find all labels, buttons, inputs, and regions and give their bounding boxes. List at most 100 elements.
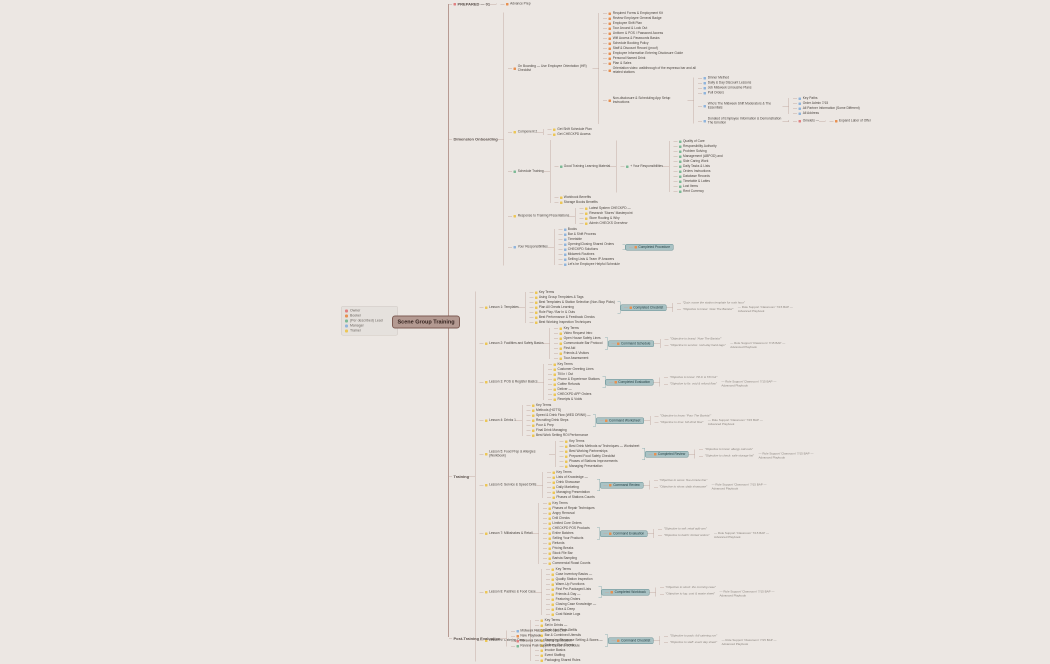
item-job-midweek-limousine-plans[interactable]: Job Midweek Limousine Plans bbox=[698, 86, 751, 90]
item-tour-around-lock-out[interactable]: Tour Around & Lock Out bbox=[603, 27, 647, 31]
item-key-terms[interactable]: Key Terms bbox=[543, 502, 568, 506]
item-uniform-pos-password-access[interactable]: Uniform & POS / Password Access bbox=[603, 32, 663, 36]
item-invoice-basics[interactable]: Invoice Basics bbox=[535, 649, 565, 653]
lesson-lesson-2-facilities-and-safety-basics[interactable]: Lesson 2: Facilities and Safety Basics bbox=[480, 342, 544, 346]
item-expand-labor-of-offer[interactable]: Expand Labor of Offer bbox=[829, 119, 871, 123]
item-store-routing-why[interactable]: Store Routing & Why bbox=[580, 217, 620, 221]
lesson-lesson-4-drinks-1[interactable]: Lesson 4: Drinks 1 bbox=[480, 419, 516, 423]
item-quality-of-care[interactable]: Quality of Care bbox=[673, 140, 705, 144]
item-warm-up-functions[interactable]: Warm-Up Functions bbox=[546, 583, 584, 587]
item-research-stores-masterpoint[interactable]: Research 'Stores' Masterpoint bbox=[580, 212, 633, 216]
item-selling-lists-team-ip-answers[interactable]: Selling Lists & Team IP Answers bbox=[558, 258, 614, 262]
item-phone-experience-stations[interactable]: Phone & Experience Stations bbox=[548, 378, 600, 382]
item-entire-batches[interactable]: Entire Batches bbox=[543, 532, 574, 536]
item-opening-closing-shared-orders[interactable]: Opening/Closing Shared Orders bbox=[558, 243, 614, 247]
teal-command-checklist[interactable]: Command Checklist bbox=[608, 637, 654, 644]
quote-objective-to-know-allergy-call-outs[interactable]: "Objective to know: allergy call-outs" bbox=[699, 448, 753, 452]
item-schedule-booking-policy[interactable]: Schedule Booking Policy bbox=[603, 42, 649, 46]
quote-objective-to-fix-void-refund-flow[interactable]: "Objective to fix: void & refund flow" — … bbox=[664, 381, 786, 389]
item-lost-items[interactable]: Lost Items bbox=[673, 185, 698, 189]
item-all-address[interactable]: All Address bbox=[793, 112, 819, 116]
quote-objective-to-log-cost-waste-sheet[interactable]: "Objective to log: cost & waste sheet" — … bbox=[660, 591, 785, 599]
item-commercial-roast-counts[interactable]: Commercial Roast Counts bbox=[543, 562, 590, 566]
item-required-forms-employment-kit[interactable]: Required Forms & Employment Kit bbox=[603, 12, 663, 16]
item-key-paths[interactable]: Key Paths bbox=[793, 97, 818, 101]
item-drill-checks[interactable]: Drill Checks bbox=[543, 517, 570, 521]
item-customer-greeting-lines[interactable]: Customer Greeting Lines bbox=[548, 368, 594, 372]
quote-objective-to-staff-event-day-sheet[interactable]: "Objective to staff: event day sheet" — R… bbox=[664, 639, 786, 647]
item-management-abpod-and[interactable]: Management (ABPOD) and bbox=[673, 155, 723, 159]
node-schedule-training[interactable]: Schedule Training bbox=[508, 170, 544, 174]
item-personal-drink-menu-certification[interactable]: Personal Drink & Menu Certification bbox=[511, 639, 572, 643]
item-key-terms[interactable]: Key Terms bbox=[560, 440, 584, 444]
item-quality-station-inspection[interactable]: Quality Station Inspection bbox=[546, 578, 593, 582]
item-recruiting-drink-steps[interactable]: Recruiting Drink Steps bbox=[526, 419, 568, 423]
item-bar-combined-utensils[interactable]: Bar & Combined Utensils bbox=[535, 634, 581, 638]
item-event-staffing[interactable]: Event Staffing bbox=[535, 654, 565, 658]
quote-objective-to-sell-retail-add-ons[interactable]: "Objective to sell: retail add-ons" bbox=[658, 527, 707, 531]
branch-prepared-01[interactable]: PREPARED — 01 bbox=[449, 2, 490, 6]
item-limited-core-orders[interactable]: Limited Core Orders bbox=[543, 522, 582, 526]
item-checkpd-solutions[interactable]: CHECKPD Solutions bbox=[558, 248, 598, 252]
item-get-shift-schedule-plan[interactable]: Get Shift Schedule Plan bbox=[548, 128, 592, 132]
item-phases-of-stations-counts[interactable]: Phases of Stations Counts bbox=[547, 496, 595, 500]
item-review-employee-general-badge[interactable]: Review Employee General Badge bbox=[603, 17, 662, 21]
note-callout[interactable]: — Role Support 'Classroom' 7/15 BAP — Ad… bbox=[721, 639, 777, 646]
lesson-lesson-7-milkshakes-retail[interactable]: Lesson 7: Milkshakes & Retail bbox=[480, 532, 532, 536]
item-best-working-inspection-techniques[interactable]: Best Working Inspection Techniques bbox=[529, 321, 591, 325]
item-bar-shift-process[interactable]: Bar & Shift Process bbox=[558, 233, 596, 237]
item-rent-currency[interactable]: Rent Currency bbox=[673, 190, 704, 194]
item-key-terms[interactable]: Key Terms bbox=[548, 363, 573, 367]
item-best-work-setting-roi-performance[interactable]: Best Work Setting ROI Performance bbox=[526, 434, 588, 438]
item-workbook-benefits[interactable]: Workbook Benefits bbox=[554, 196, 591, 200]
teal-completed-checklist[interactable]: Completed Checklist bbox=[620, 304, 667, 311]
note-callout[interactable]: — Role Support 'Classroom' 7/15 BAP — Ad… bbox=[707, 419, 763, 426]
item-best-performance-feedback-checks[interactable]: Best Performance & Feedback Checks bbox=[529, 316, 595, 320]
item-selling-your-products[interactable]: Selling Your Products bbox=[543, 537, 583, 541]
item-coffee-refunds[interactable]: Coffee Refunds bbox=[548, 383, 580, 387]
quote-objective-to-service-rush-day-hand-tags[interactable]: "Objective to service: rush-day hand-tag… bbox=[664, 342, 795, 350]
teal-completed-procedure[interactable]: Completed Procedure bbox=[625, 243, 674, 251]
note-callout[interactable]: — Role Support 'Classroom' 7/15 BAP — Ad… bbox=[721, 380, 777, 388]
item-checkpd-app-orders[interactable]: CHECKPD APP Orders bbox=[548, 393, 591, 397]
item-problem-solving[interactable]: Problem Solving bbox=[673, 150, 707, 154]
item-closing-case-knowledge[interactable]: Closing Case Knowledge — bbox=[546, 603, 596, 607]
quote-objective-to-brand-how-the-barista[interactable]: "Objective to brand: 'How The Barista'" bbox=[664, 337, 721, 341]
quote-objective-to-batch-limited-orders[interactable]: "Objective to batch: limited orders" — Ro… bbox=[658, 532, 779, 540]
quote-objective-to-know-how-the-barista[interactable]: "Objective to know: 'How The Barista'" — … bbox=[677, 306, 803, 314]
item-extra-deep[interactable]: Extra & Deep bbox=[546, 608, 575, 612]
quote-objective-to-know-pour-the-barista[interactable]: "Objective to know: 'Pour The Barista'" bbox=[654, 414, 711, 418]
item-review-post-support-course-schedule[interactable]: Review Post-Support Course & Schedule bbox=[511, 644, 580, 648]
item-midweek-feedback-checks[interactable]: Midweek FEEDBACK CHECKS — bbox=[511, 629, 570, 633]
note-callout[interactable]: — Role Support 'Classroom' 7/15 BAP — Ad… bbox=[737, 306, 793, 313]
item-best-templates-station-selection-non-sto[interactable]: Best Templates & Station Selection (Non-… bbox=[529, 301, 615, 305]
item-featuring-orders[interactable]: Featuring Orders bbox=[546, 598, 580, 602]
item-wifi-access-passwords-basics[interactable]: Wifi Access & Passwords Basics bbox=[603, 37, 660, 41]
teal-command-review[interactable]: Command Review bbox=[600, 481, 644, 489]
item-dinner-method[interactable]: Dinner Method bbox=[698, 76, 729, 80]
item-barista-sampling[interactable]: Barista Sampling bbox=[543, 557, 577, 561]
item-daily-marketing[interactable]: Daily Marketing bbox=[547, 486, 579, 490]
teal-command-worksheet[interactable]: Command Worksheet bbox=[596, 417, 644, 424]
item-key-terms[interactable]: Key Terms bbox=[526, 404, 551, 408]
root-node[interactable]: Scene Group Training bbox=[392, 315, 461, 329]
item-let-s-be-employee-helpful-schedule[interactable]: Let's be Employee Helpful Schedule bbox=[558, 263, 620, 267]
item-phases-of-repair-techniques[interactable]: Phases of Repair Techniques bbox=[543, 507, 595, 511]
item-receipts-voids[interactable]: Receipts & Voids bbox=[548, 398, 582, 402]
item-staff-discount-record-proof[interactable]: Staff & Discount Record (proof) bbox=[603, 47, 658, 51]
quote-objective-to-serve-five-minute-line[interactable]: "Objective to serve: five-minute line" bbox=[654, 479, 707, 483]
node-non-disclosure-scheduling-app-setup-inst[interactable]: Non-disclosure & Scheduling App Setup In… bbox=[603, 97, 688, 105]
teal-completed-review[interactable]: Completed Review bbox=[644, 450, 689, 458]
branch-dimension-onboarding[interactable]: Dimension Onboarding bbox=[449, 137, 498, 142]
item-best-drink-methods-w-techniques-workshee[interactable]: Best Drink Methods w/ Techniques — Works… bbox=[560, 445, 639, 449]
quote-objective-to-pack-full-catering-run[interactable]: "Objective to pack: full catering run" bbox=[664, 634, 717, 638]
note-callout[interactable]: — Role Support 'Classroom' 7/15 BAP — Ad… bbox=[719, 590, 775, 598]
item-pour-prep[interactable]: Pour & Prep bbox=[526, 424, 554, 428]
item-speed-drink-flow-wed-drink[interactable]: Speed & Drink Flow (WED DRINK) — bbox=[526, 414, 591, 418]
node-on-boarding-use-employee-orientation-hr-[interactable]: On Boarding — Use Employee Orientation (… bbox=[508, 65, 593, 73]
node-component-2[interactable]: Component 2 bbox=[508, 130, 537, 134]
quote-objective-to-stock-the-morning-case[interactable]: "Objective to stock: the morning case" bbox=[660, 586, 715, 590]
quote-objective-to-know-till-in-till-out[interactable]: "Objective to know: Till In & Till Out" bbox=[664, 376, 718, 380]
node-advance-prep[interactable]: Advance Prep bbox=[501, 2, 531, 6]
item-personal-named-drink[interactable]: Personal Named Drink bbox=[603, 57, 645, 61]
